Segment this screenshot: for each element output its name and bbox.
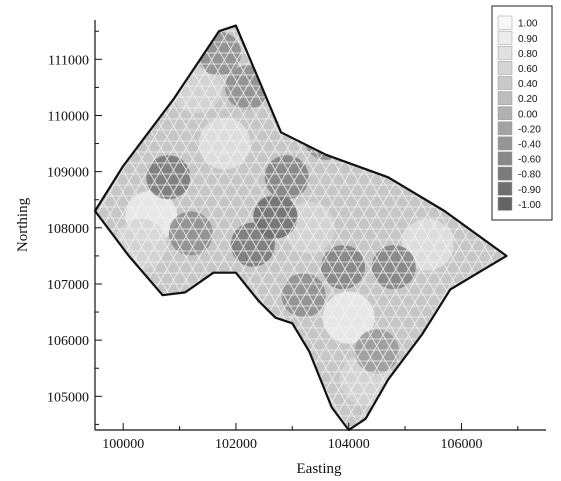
legend-label: 0.00 — [518, 109, 538, 120]
legend-swatch — [497, 121, 513, 136]
legend-swatch — [497, 15, 513, 30]
field-dark-spot — [371, 245, 416, 290]
field-dark-spot — [321, 245, 366, 290]
y-tick-label: 111000 — [48, 53, 89, 68]
y-tick-label: 109000 — [47, 166, 89, 181]
axes: 100000 102000 104000 106000 105000 106000 1070… — [47, 20, 546, 452]
y-tick-label: 105000 — [47, 390, 89, 405]
y-tick-label: 108000 — [47, 222, 89, 237]
legend-label: 1.00 — [518, 19, 538, 30]
legend-label: -0.90 — [518, 185, 541, 196]
field-light-spot — [198, 117, 251, 170]
x-tick-label: 100000 — [102, 437, 144, 452]
x-axis-label: Easting — [297, 461, 342, 477]
mesh-lines — [95, 25, 507, 430]
legend-swatch — [497, 196, 513, 211]
legend-swatch — [497, 30, 513, 45]
legend-label: 0.40 — [518, 79, 538, 90]
field-dark-spot — [168, 211, 213, 256]
legend-swatch — [497, 166, 513, 181]
legend-swatch — [497, 76, 513, 90]
legend-swatch — [497, 151, 513, 166]
legend-swatch — [497, 91, 513, 105]
y-tick-label: 106000 — [47, 334, 89, 349]
legend-swatch — [497, 106, 513, 121]
legend-label: 0.80 — [518, 49, 538, 60]
legend-label: -0.20 — [518, 124, 541, 135]
legend-label: 0.60 — [518, 64, 538, 75]
legend-swatch — [497, 61, 513, 75]
triangular-mesh — [95, 25, 507, 430]
legend-swatch — [497, 181, 513, 196]
legend-swatch — [497, 45, 513, 60]
legend-label: 0.90 — [518, 34, 538, 45]
legend-label: -1.00 — [518, 200, 541, 211]
x-tick-label: 104000 — [328, 437, 370, 452]
field-dark-spot — [304, 115, 349, 160]
x-tick-label: 102000 — [215, 437, 257, 452]
field-dark-spot — [146, 155, 191, 200]
legend-label: -0.40 — [518, 140, 541, 151]
legend-label: -0.60 — [518, 155, 541, 166]
field-light-spot — [322, 291, 375, 344]
contour-field — [95, 25, 507, 430]
legend-label: -0.80 — [518, 170, 541, 181]
y-axis-label: Northing — [15, 197, 31, 252]
field-dark-spot — [354, 329, 399, 374]
legend-label: 0.20 — [518, 94, 538, 105]
y-tick-label: 107000 — [47, 278, 89, 293]
domain-boundary — [93, 24, 508, 432]
legend: 1.00 0.90 0.80 0.60 0.40 0.20 0.00 -0.20 -0.40 -0… — [491, 5, 553, 221]
legend-swatch — [497, 136, 513, 151]
x-tick-label: 106000 — [440, 437, 482, 452]
field-dark-spot — [264, 155, 309, 200]
y-tick-label: 110000 — [48, 109, 89, 124]
